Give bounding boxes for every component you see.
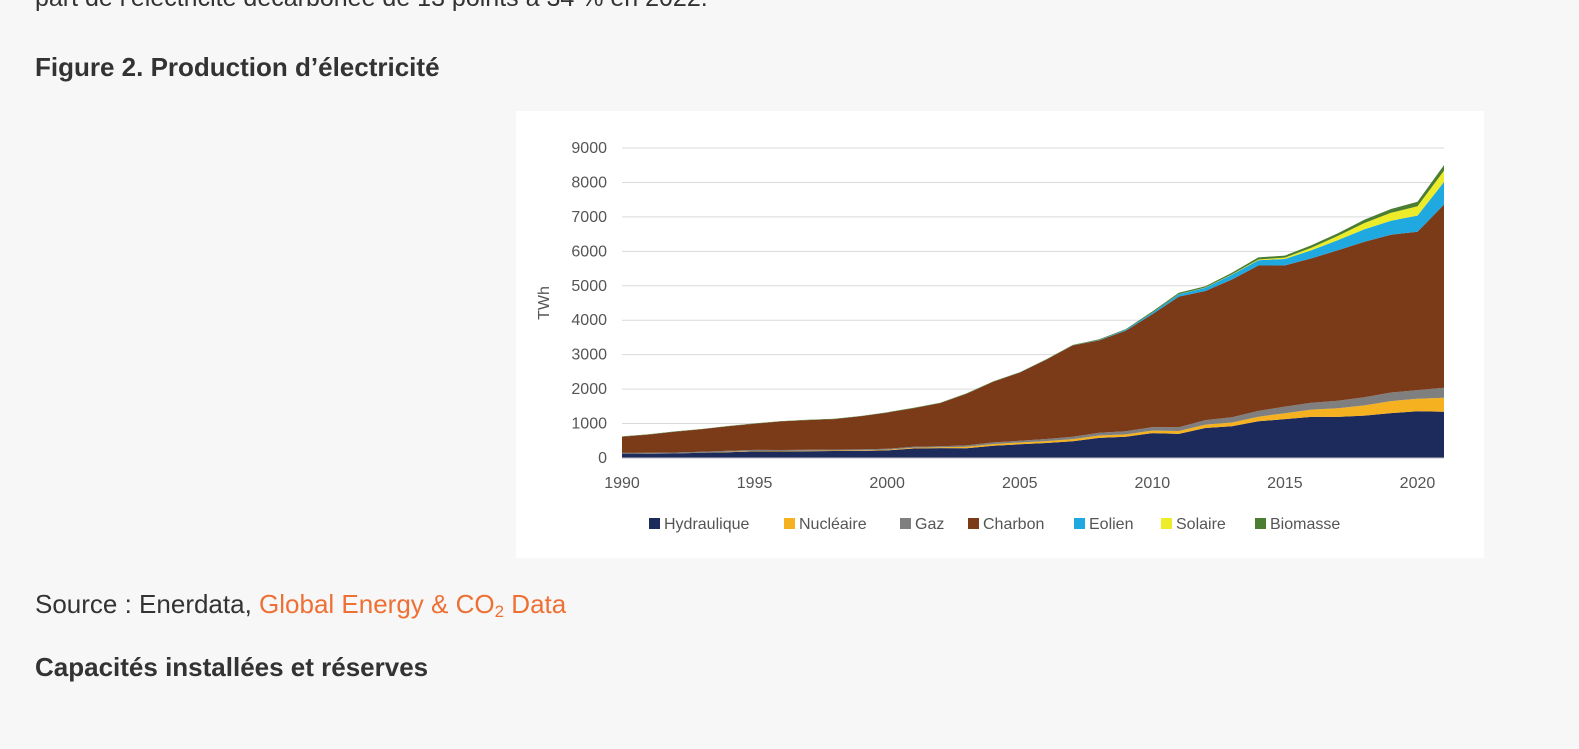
- y-tick-label: 1000: [571, 416, 607, 433]
- x-tick-label: 2010: [1135, 475, 1171, 492]
- legend-swatch-nucleaire: [784, 518, 795, 529]
- legend-swatch-eolien: [1074, 518, 1085, 529]
- source-prefix: Source : Enerdata,: [35, 589, 260, 619]
- legend-label-charbon: Charbon: [983, 516, 1044, 533]
- x-tick-label: 1990: [604, 475, 640, 492]
- source-line: Source : Enerdata, Global Energy & CO2 D…: [35, 588, 566, 628]
- source-link-subscript: 2: [494, 602, 505, 621]
- x-tick-label: 2005: [1002, 475, 1038, 492]
- x-tick-label: 2000: [869, 475, 905, 492]
- legend-label-solaire: Solaire: [1176, 516, 1226, 533]
- legend-swatch-biomasse: [1255, 518, 1266, 529]
- figure-title: Figure 2. Production d’électricité: [35, 52, 440, 82]
- legend-swatch-gaz: [900, 518, 911, 529]
- legend-label-eolien: Eolien: [1089, 516, 1133, 533]
- legend-label-hydraulique: Hydraulique: [664, 516, 749, 533]
- source-link-suffix: Data: [504, 589, 567, 619]
- area-gaz: [622, 387, 1444, 454]
- legend-swatch-charbon: [968, 518, 979, 529]
- x-tick-label: 1995: [737, 475, 773, 492]
- x-tick-label: 2015: [1267, 475, 1303, 492]
- area-hydraulique: [622, 411, 1444, 458]
- x-tick-label: 2020: [1400, 475, 1436, 492]
- source-link[interactable]: Global Energy & CO2 Data: [259, 589, 567, 621]
- legend-swatch-hydraulique: [649, 518, 660, 529]
- legend: Hydraulique Nucléaire Gaz Charbon Eolien Sola…: [649, 516, 1340, 533]
- y-tick-label: 3000: [571, 347, 607, 364]
- stacked-areas: [622, 165, 1444, 458]
- area-charbon: [622, 204, 1444, 453]
- legend-label-biomasse: Biomasse: [1270, 516, 1340, 533]
- y-tick-label: 5000: [571, 278, 607, 295]
- legend-label-nucleaire: Nucléaire: [799, 516, 867, 533]
- chart-svg: 0 1000 2000 3000 4000 5000 6000 7000 8000 9000 199…: [536, 140, 1444, 533]
- y-tick-label: 8000: [571, 174, 607, 191]
- legend-label-gaz: Gaz: [915, 516, 944, 533]
- production-chart: 0 1000 2000 3000 4000 5000 6000 7000 8000 9000 199…: [516, 111, 1484, 558]
- y-axis-title: TWh: [536, 286, 553, 320]
- y-tick-label: 0: [598, 450, 607, 467]
- area-nucleaire: [622, 397, 1444, 454]
- intro-text: part de l’électricité décarbonée de 13 p…: [35, 0, 708, 13]
- axes: 0 1000 2000 3000 4000 5000 6000 7000 8000 9000 199…: [536, 140, 1444, 492]
- y-tick-label: 7000: [571, 209, 607, 226]
- source-link-main: Global Energy & CO: [259, 589, 495, 619]
- legend-swatch-solaire: [1161, 518, 1172, 529]
- y-tick-label: 6000: [571, 243, 607, 260]
- y-tick-label: 4000: [571, 312, 607, 329]
- y-tick-label: 2000: [571, 381, 607, 398]
- y-tick-label: 9000: [571, 140, 607, 157]
- section-title: Capacités installées et réserves: [35, 652, 429, 682]
